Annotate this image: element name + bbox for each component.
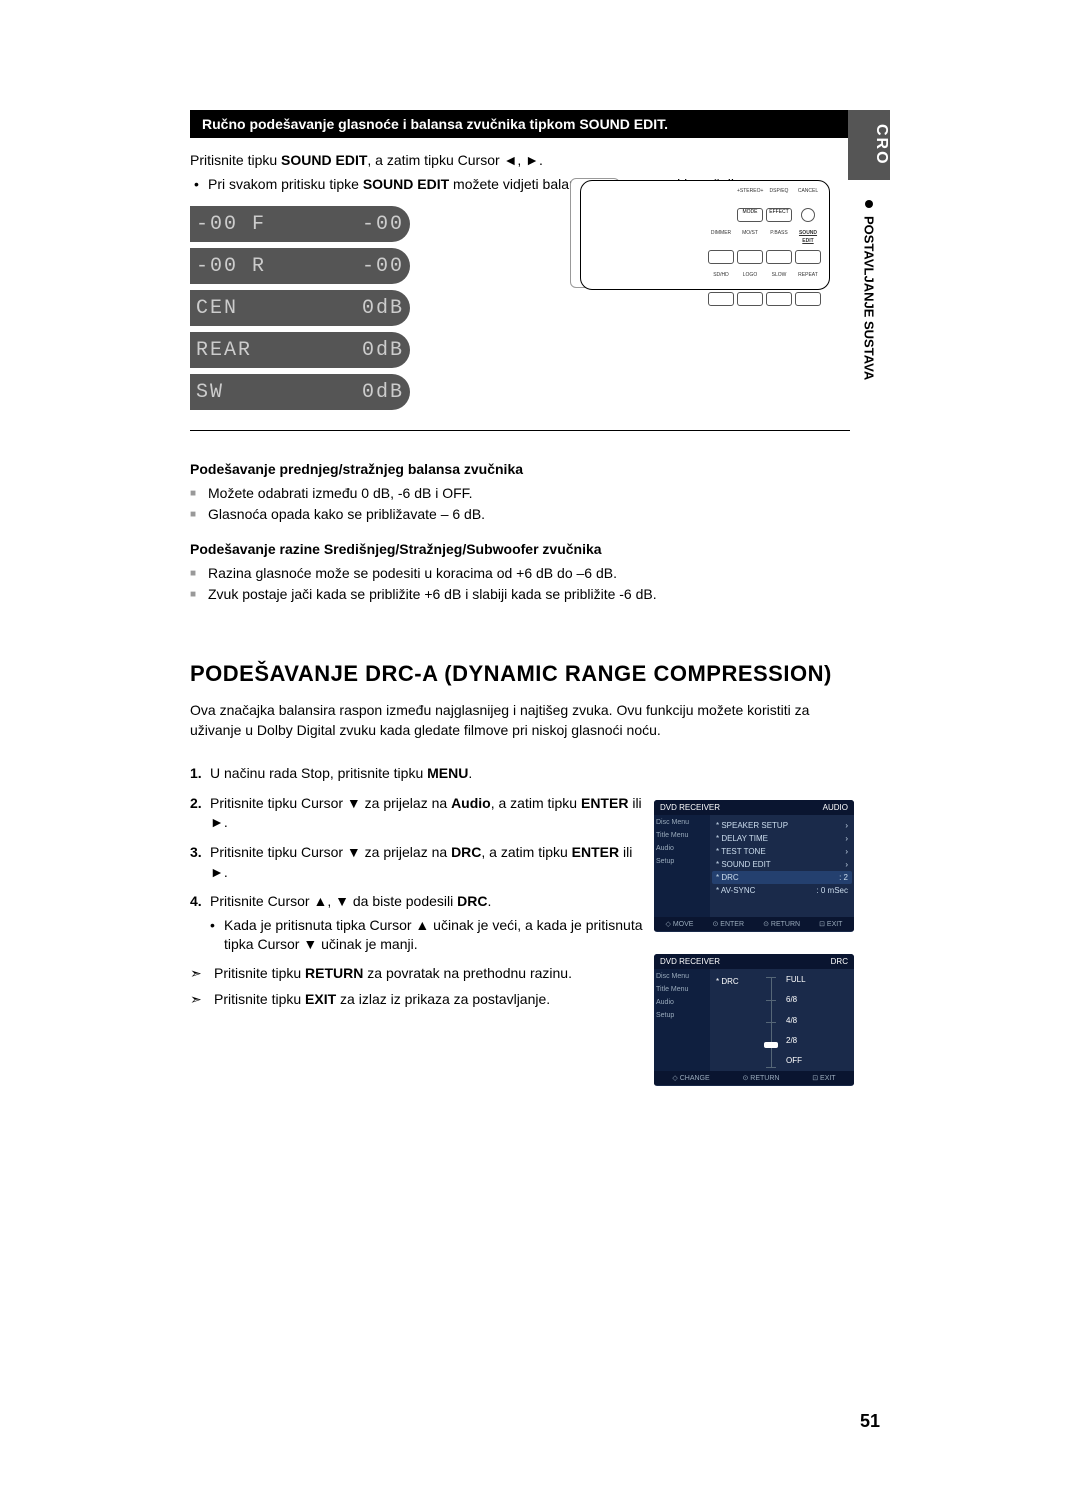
osd-drc-slider — [756, 973, 786, 1067]
effect-button: EFFECT — [766, 208, 792, 222]
step-4-sub: Kada je pritisnuta tipka Cursor ▲ učinak… — [210, 916, 650, 955]
lcd-row: REAR0dB — [190, 332, 410, 368]
step-4: 4.Pritisnite Cursor ▲, ▼ da biste podesi… — [190, 892, 650, 955]
section-label: POSTAVLJANJE SUSTAVA — [862, 216, 877, 380]
sdhd-button — [708, 292, 734, 306]
sec2-b1: Razina glasnoće može se podesiti u korac… — [190, 563, 850, 584]
osd-main-list: * SPEAKER SETUP› * DELAY TIME› * TEST TO… — [710, 815, 854, 917]
osd-title-left: DVD RECEIVER — [660, 803, 720, 812]
osd-drc-levels: FULL 6/8 4/8 2/8 OFF — [786, 973, 848, 1067]
remote-button-grid: +STEREO+ DSP/EQ CANCEL MODE EFFECT DIMME… — [708, 187, 821, 310]
sec1-heading: Podešavanje prednjeg/stražnjeg balansa z… — [190, 461, 850, 477]
dimmer-button — [708, 250, 734, 264]
logo-button — [737, 292, 763, 306]
step-1: 1.U načinu rada Stop, pritisnite tipku M… — [190, 764, 650, 784]
main-heading: PODEŠAVANJE DRC-A (DYNAMIC RANGE COMPRES… — [190, 661, 850, 687]
steps-list: 1.U načinu rada Stop, pritisnite tipku M… — [190, 764, 650, 955]
sec2-heading: Podešavanje razine Središnjeg/Stražnjeg/… — [190, 541, 850, 557]
sound-edit-label: SOUND EDIT — [795, 229, 821, 247]
sec1-b1: Možete odabrati između 0 dB, -6 dB i OFF… — [190, 483, 850, 504]
osd-side-menu: Disc Menu Title Menu Audio Setup — [654, 969, 710, 1071]
step-3: 3.Pritisnite tipku Cursor ▼ za prijelaz … — [190, 843, 650, 882]
page-number: 51 — [860, 1411, 880, 1432]
osd-title-right: AUDIO — [823, 803, 848, 812]
slow-button — [766, 292, 792, 306]
repeat-button — [795, 292, 821, 306]
most-button — [737, 250, 763, 264]
sec1-b2: Glasnoća opada kako se približavate – 6 … — [190, 504, 850, 525]
osd-footer: ◇ CHANGE ⊙ RETURN ⊡ EXIT — [654, 1071, 854, 1085]
step-2: 2.Pritisnite tipku Cursor ▼ za prijelaz … — [190, 794, 650, 833]
osd-drc-menu: DVD RECEIVER DRC Disc Menu Title Menu Au… — [654, 954, 854, 1086]
osd-drc-label: * DRC — [716, 973, 756, 1067]
pbass-button — [766, 250, 792, 264]
side-tab: CRO POSTAVLJANJE SUSTAVA — [848, 110, 890, 550]
intro-line: Pritisnite tipku SOUND EDIT, a zatim tip… — [190, 152, 850, 168]
remote-button-diagram: +STEREO+ DSP/EQ CANCEL MODE EFFECT DIMME… — [580, 180, 830, 290]
cancel-button — [801, 208, 815, 222]
osd-side-menu: Disc Menu Title Menu Audio Setup — [654, 815, 710, 917]
section-tab: POSTAVLJANJE SUSTAVA — [848, 180, 890, 380]
osd-footer: ◇ MOVE ⊙ ENTER ⊙ RETURN ⊡ EXIT — [654, 917, 854, 931]
osd-title-right: DRC — [831, 957, 848, 966]
lcd-row: -00 R-00 — [190, 248, 410, 284]
osd-drc-main: * DRC FULL 6/8 4/8 2/8 OFF — [710, 969, 854, 1071]
lang-tab: CRO — [848, 110, 890, 180]
lcd-row: -00 F-00 — [190, 206, 410, 242]
section-bullet — [865, 200, 873, 208]
heading-bar: Ručno podešavanje glasnoće i balansa zvu… — [190, 110, 850, 138]
lcd-row: SW0dB — [190, 374, 410, 410]
osd-title-left: DVD RECEIVER — [660, 957, 720, 966]
mode-button: MODE — [737, 208, 763, 222]
osd-audio-menu: DVD RECEIVER AUDIO Disc Menu Title Menu … — [654, 800, 854, 932]
lcd-row: CEN0dB — [190, 290, 410, 326]
main-paragraph: Ova značajka balansira raspon između naj… — [190, 701, 850, 740]
sec2-b2: Zvuk postaje jači kada se približite +6 … — [190, 584, 850, 605]
slider-knob-icon — [764, 1042, 778, 1048]
sound-edit-button — [795, 250, 821, 264]
osd-row-selected: * DRC: 2 — [712, 871, 852, 884]
separator — [190, 430, 850, 431]
